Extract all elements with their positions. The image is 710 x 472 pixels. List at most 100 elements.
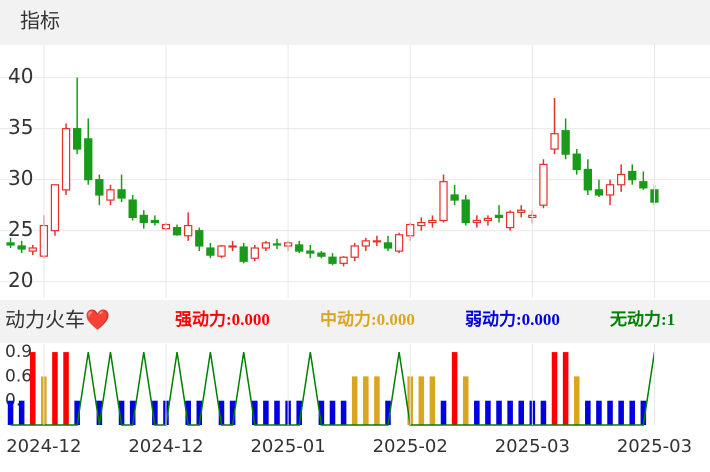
y-tick-label: 30 bbox=[8, 166, 33, 190]
legend-entry: 强动力:0.000 bbox=[175, 309, 270, 329]
candle-body bbox=[361, 240, 370, 247]
indicator-bar bbox=[462, 376, 469, 425]
indicator-bar bbox=[229, 400, 236, 425]
indicator-bar bbox=[629, 400, 636, 425]
candle-body bbox=[172, 227, 182, 236]
y-tick-label: 25 bbox=[8, 217, 33, 241]
indicator-bar bbox=[640, 400, 647, 425]
candle-body bbox=[417, 221, 426, 227]
indicator-bar bbox=[551, 352, 558, 425]
series-line bbox=[10, 351, 656, 426]
x-tick-label: 2025-03 bbox=[617, 436, 692, 457]
indicator-bar bbox=[96, 400, 103, 425]
candle-body bbox=[383, 242, 393, 249]
candle-body bbox=[139, 214, 148, 224]
candle-body bbox=[206, 247, 215, 256]
indicator-bar bbox=[329, 400, 336, 425]
candle-body bbox=[439, 181, 448, 222]
candle-body bbox=[6, 242, 15, 246]
indicator-bar bbox=[296, 400, 302, 425]
indicator-bar bbox=[18, 400, 25, 425]
candle-body bbox=[295, 244, 304, 252]
legend-entry: 无动力:1 bbox=[609, 309, 675, 329]
indicator-bar bbox=[52, 352, 58, 425]
candle-body bbox=[150, 219, 160, 224]
candle-body bbox=[261, 242, 271, 249]
indicator-bar bbox=[429, 376, 436, 425]
legend-entry: 中动力:0.000 bbox=[320, 309, 415, 329]
y-tick-label: 40 bbox=[8, 64, 33, 88]
indicator-bar bbox=[518, 400, 525, 425]
indicator-bar bbox=[485, 400, 491, 425]
candle-body bbox=[583, 168, 592, 191]
indicator-bar bbox=[340, 400, 347, 425]
candle-body bbox=[328, 256, 337, 264]
candle-body bbox=[639, 181, 648, 189]
indicator-bar bbox=[562, 352, 569, 425]
candle-body bbox=[561, 130, 570, 155]
candle-body bbox=[517, 209, 526, 213]
candle-body bbox=[372, 240, 382, 243]
candle-body bbox=[272, 243, 282, 246]
candle-body bbox=[239, 246, 248, 262]
indicator-bar bbox=[63, 352, 69, 425]
candle-body bbox=[350, 245, 359, 258]
indicator-bar bbox=[152, 400, 158, 425]
indicator-bar bbox=[618, 400, 624, 425]
indicator-bar bbox=[585, 400, 591, 425]
indicator-bar bbox=[374, 376, 380, 425]
candle-body bbox=[616, 173, 626, 186]
candle-body bbox=[84, 138, 93, 181]
indicator-bar bbox=[607, 400, 613, 425]
candle-body bbox=[494, 214, 504, 219]
indicator-bar bbox=[263, 400, 269, 425]
indicator-bar bbox=[507, 400, 513, 425]
indicator-bar bbox=[196, 400, 203, 425]
indicator-bar-bg bbox=[0, 300, 710, 343]
candle-body bbox=[228, 245, 237, 248]
legend-entry: 弱动力:0.000 bbox=[465, 309, 560, 329]
indicator-bar bbox=[418, 376, 425, 425]
y-tick-label: 35 bbox=[8, 115, 33, 139]
candle-body bbox=[95, 179, 104, 196]
x-tick-label: 2024-12 bbox=[6, 436, 81, 457]
indicator-bar bbox=[474, 400, 480, 425]
indicator-bar bbox=[496, 400, 502, 425]
candle-body bbox=[428, 219, 437, 224]
indicator-bar bbox=[7, 400, 14, 425]
x-tick-label: 2025-03 bbox=[495, 436, 570, 457]
candle-body bbox=[472, 219, 481, 224]
candle-body bbox=[73, 128, 82, 150]
indicator-bar bbox=[573, 376, 580, 425]
indicator-bar bbox=[540, 400, 547, 425]
indicator-bar bbox=[218, 400, 225, 425]
candle-body bbox=[461, 199, 470, 224]
candle-body bbox=[394, 234, 404, 252]
candle-body bbox=[50, 184, 60, 232]
candle-body bbox=[17, 245, 26, 250]
indicator-bar bbox=[74, 400, 80, 425]
x-tick-label: 2024-12 bbox=[128, 436, 203, 457]
candle-body bbox=[483, 217, 493, 222]
header-bg bbox=[0, 0, 710, 45]
candle-body bbox=[61, 128, 71, 191]
candle-body bbox=[539, 163, 548, 206]
y-tick-label: 0.9 bbox=[5, 342, 32, 362]
indicator-bar bbox=[129, 400, 136, 425]
candle-body bbox=[605, 184, 615, 196]
candle-body bbox=[572, 153, 581, 171]
candle-body bbox=[195, 230, 204, 247]
candle-body bbox=[505, 211, 515, 229]
candle-body bbox=[339, 256, 348, 264]
indicator-bar bbox=[363, 376, 369, 425]
x-tick-label: 2025-01 bbox=[250, 436, 325, 457]
indicator-bar bbox=[185, 400, 191, 425]
indicator-bar bbox=[451, 352, 458, 425]
candle-body bbox=[628, 170, 637, 181]
x-tick-label: 2025-02 bbox=[373, 436, 448, 457]
y-tick-label: 0.6 bbox=[5, 366, 32, 386]
indicator-bar bbox=[118, 400, 125, 425]
indicator-bar bbox=[440, 400, 447, 425]
indicator-bar bbox=[29, 352, 36, 425]
